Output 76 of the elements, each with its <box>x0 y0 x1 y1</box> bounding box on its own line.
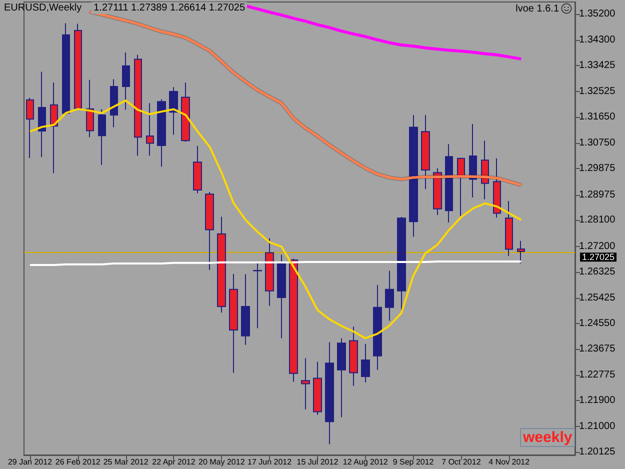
candlestick <box>433 168 442 216</box>
line-series <box>28 100 522 340</box>
line-series <box>88 10 522 186</box>
candlestick <box>457 157 465 216</box>
x-tick-label: 20 May 2012 <box>198 458 246 466</box>
candlestick <box>409 114 418 238</box>
candlestick <box>110 78 118 128</box>
x-tick-label: 7 Oct 2012 <box>442 458 482 466</box>
x-tick-label: 22 Apr 2012 <box>152 458 196 466</box>
candlestick <box>169 86 178 136</box>
y-tick-label: 1.28100 <box>579 214 616 226</box>
y-tick-label: 1.33425 <box>579 60 616 71</box>
y-tick-label: 1.35200 <box>579 8 616 20</box>
candlestick <box>445 144 453 224</box>
candlestick <box>50 82 58 174</box>
x-tick-label: 26 Feb 2012 <box>55 458 101 466</box>
candlestick <box>301 358 310 410</box>
y-tick-label: 1.29875 <box>579 163 616 174</box>
x-tick-label: 12 Aug 2012 <box>342 458 388 466</box>
candlestick <box>469 124 477 198</box>
candlestick <box>505 200 513 256</box>
candlestick <box>373 284 382 370</box>
candlestick <box>349 326 358 386</box>
candlestick <box>253 261 262 329</box>
y-tick-label: 1.32525 <box>579 86 616 98</box>
chart-subtitle: 1.27111 1.27389 1.26614 1.27025 <box>94 2 246 14</box>
y-tick-label: 1.31650 <box>579 112 616 123</box>
x-tick-label: 29 Jan 2012 <box>8 458 53 466</box>
y-tick-label: 1.28975 <box>579 189 616 200</box>
candlestick <box>86 79 94 138</box>
candlestick <box>193 145 202 194</box>
candlestick <box>217 216 226 314</box>
candlestick <box>265 238 274 306</box>
candlestick <box>146 102 154 156</box>
x-tick-label: 15 Jul 2012 <box>296 458 339 466</box>
candlestick <box>421 114 430 190</box>
candlestick <box>493 158 501 218</box>
candlestick <box>38 71 46 158</box>
y-tick-label: 1.21000 <box>579 421 616 432</box>
candlestick <box>241 274 250 346</box>
y-tick-label: 1.23675 <box>579 343 616 354</box>
candlestick <box>134 54 142 156</box>
ref-line-label: 1.27025 <box>582 252 615 262</box>
candlestick <box>122 52 130 110</box>
candlestick <box>205 192 214 270</box>
y-tick-label: 1.26325 <box>579 266 616 278</box>
y-tick-label: 1.34300 <box>579 34 616 46</box>
y-tick-label: 1.22775 <box>579 369 616 380</box>
y-tick-label: 1.21900 <box>579 394 616 406</box>
x-tick-label: 25 Mar 2012 <box>103 458 149 466</box>
annotation: lvoe 1.6.1 <box>516 4 560 14</box>
candlestick <box>289 258 298 382</box>
candlestick <box>157 98 166 168</box>
candlestick <box>385 270 394 322</box>
y-tick-label: 1.20125 <box>579 446 616 458</box>
candlestick <box>517 240 525 264</box>
candlestick <box>397 216 406 312</box>
x-tick-label: 17 Jun 2012 <box>248 458 292 466</box>
y-tick-label: 1.25425 <box>579 292 616 304</box>
candlestick <box>98 108 106 166</box>
candlestick <box>26 97 34 159</box>
y-tick-label: 1.27200 <box>579 240 616 252</box>
candlestick <box>181 82 190 142</box>
y-tick-label: 1.24550 <box>579 318 616 329</box>
candlestick <box>481 140 489 200</box>
candlestick <box>277 254 286 339</box>
chart-title: EURUSD,Weekly <box>4 2 82 14</box>
candlestick <box>337 338 346 418</box>
candlestick <box>361 344 370 383</box>
candlestick <box>325 342 334 445</box>
candlestick <box>313 361 322 416</box>
y-tick-label: 1.30750 <box>579 138 616 149</box>
annotation: weekly <box>522 429 573 446</box>
x-tick-label: 4 Nov 2012 <box>488 458 530 466</box>
candlestick <box>229 273 238 374</box>
x-tick-label: 9 Sep 2012 <box>392 458 434 466</box>
